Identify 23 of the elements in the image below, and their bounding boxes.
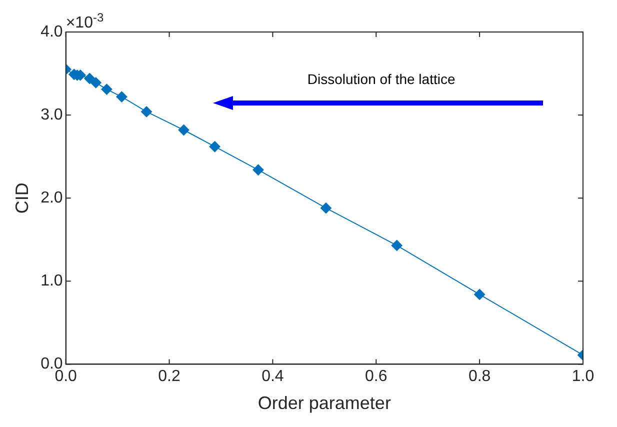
point [141,106,152,118]
point [90,77,102,88]
point [178,124,190,136]
y-tick-label: 2.0 [40,190,63,207]
y-axis-title: CID [12,182,32,214]
annotation: Dissolution of the lattice [307,70,456,87]
point [116,91,128,102]
x-tick-label: 0.6 [365,368,388,386]
x-tick-label: 0.4 [262,368,284,386]
x-tick-label: 1.0 [572,368,594,386]
x-axis-title: Order parameter [258,393,391,414]
point [209,141,220,152]
x-tick-label: 0.2 [158,368,180,386]
point [391,240,402,251]
y-tick-label: 4.0 [40,23,63,40]
point [252,164,264,176]
y-tick-label: 3.0 [40,106,63,124]
point [101,84,112,95]
x-tick-label: 0.8 [468,368,491,386]
point [474,288,486,300]
y-tick-label: 1.0 [40,272,63,290]
point [84,73,96,84]
point [320,202,332,214]
